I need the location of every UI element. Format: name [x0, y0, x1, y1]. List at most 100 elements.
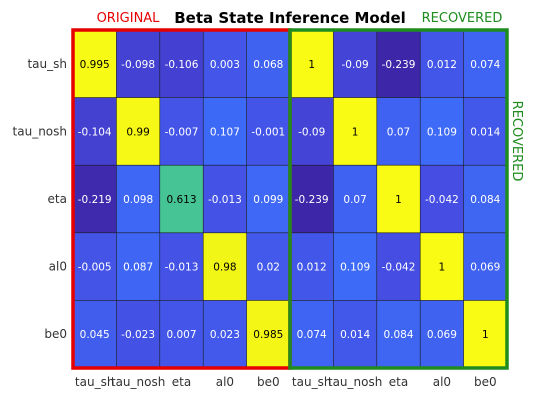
- heatmap-cell: [159, 30, 204, 98]
- heatmap-cell: [463, 165, 507, 233]
- heatmap-cell: [420, 165, 464, 233]
- heatmap-cell: [333, 97, 377, 166]
- heatmap-cell: [203, 30, 247, 98]
- heatmap-cell: [290, 30, 334, 98]
- cell-value-label: 0.07: [387, 126, 410, 138]
- cell-value-label: 1: [482, 329, 489, 341]
- cell-value-label: -0.104: [78, 126, 112, 138]
- cell-value-label: -0.239: [382, 59, 416, 71]
- cell-value-label: 0.02: [257, 262, 280, 274]
- x-tick-label: be0: [257, 375, 280, 389]
- heatmap-cell: [376, 30, 421, 98]
- heatmap-cell: [203, 232, 247, 301]
- heatmap-cell: [376, 232, 421, 301]
- cell-value-label: 0.613: [166, 194, 196, 206]
- cell-value-label: 0.98: [213, 262, 236, 274]
- recovered-side-label: RECOVERED: [509, 101, 524, 182]
- heatmap-cell: [159, 232, 204, 301]
- cell-value-label: -0.042: [425, 194, 459, 206]
- cell-value-label: 0.084: [470, 194, 500, 206]
- x-tick-label: eta: [172, 375, 191, 389]
- heatmap-cell: [159, 165, 204, 233]
- cell-value-label: 0.07: [343, 194, 366, 206]
- heatmap-cell: [290, 300, 334, 368]
- cell-value-label: 0.107: [210, 126, 240, 138]
- heatmap-cell: [203, 97, 247, 166]
- cell-value-label: 1: [439, 262, 446, 274]
- heatmap-cell: [246, 97, 290, 166]
- heatmap-cell: [333, 30, 377, 98]
- x-tick-label: be0: [474, 375, 497, 389]
- y-tick-label: eta: [48, 192, 67, 206]
- cell-value-label: 0.007: [166, 329, 196, 341]
- heatmap-cell: [376, 97, 421, 166]
- heatmap-cell: [420, 300, 464, 368]
- heatmap-cell: [420, 97, 464, 166]
- y-tick-label: tau_nosh: [13, 124, 67, 138]
- cell-value-label: 0.069: [427, 329, 457, 341]
- cell-value-label: -0.042: [382, 262, 416, 274]
- cell-value-label: 0.014: [340, 329, 370, 341]
- cell-value-label: 1: [308, 59, 315, 71]
- x-tick-label: al0: [216, 375, 234, 389]
- cell-value-label: -0.219: [78, 194, 112, 206]
- cell-value-label: 0.012: [427, 59, 457, 71]
- heatmap-cell: [246, 165, 290, 233]
- heatmap-cell: [116, 165, 160, 233]
- cell-value-label: 0.087: [123, 262, 153, 274]
- heatmap-cell: [116, 30, 160, 98]
- y-tick-label: al0: [49, 260, 67, 274]
- cell-value-label: 0.99: [126, 126, 149, 138]
- heatmap-cell: [463, 30, 507, 98]
- original-group-label: ORIGINAL: [97, 11, 161, 26]
- x-tick-label: tau_sh: [75, 375, 115, 389]
- heatmap-cell: [246, 30, 290, 98]
- cell-value-label: 0.014: [470, 126, 500, 138]
- cell-value-label: -0.007: [165, 126, 199, 138]
- cell-value-label: 0.985: [253, 329, 283, 341]
- cell-value-label: -0.005: [78, 262, 112, 274]
- cell-value-label: 0.068: [253, 59, 283, 71]
- heatmap-cell: [333, 300, 377, 368]
- heatmap-cell: [116, 97, 160, 166]
- recovered-box-outline: [288, 28, 509, 370]
- x-tick-label: tau_nosh: [328, 375, 382, 389]
- cell-value-label: -0.013: [208, 194, 242, 206]
- cell-value-label: 0.099: [253, 194, 283, 206]
- heatmap-cell: [73, 300, 117, 368]
- heatmap-cell: [159, 97, 204, 166]
- heatmap-cell: [116, 300, 160, 368]
- recovered-group-label: RECOVERED: [422, 11, 503, 26]
- heatmap-cell: [246, 300, 290, 368]
- heatmap-cell: [333, 232, 377, 301]
- heatmap-cell: [73, 232, 117, 301]
- x-tick-label: tau_nosh: [111, 375, 165, 389]
- cell-value-label: 0.074: [297, 329, 327, 341]
- heatmap-cell: [376, 300, 421, 368]
- heatmap-cell: [159, 300, 204, 368]
- x-tick-label: eta: [389, 375, 408, 389]
- heatmap-cell: [73, 165, 117, 233]
- heatmap-cell: [290, 232, 334, 301]
- heatmap-cell: [73, 97, 117, 166]
- heatmap-cell: [463, 232, 507, 301]
- cell-value-label: -0.239: [295, 194, 329, 206]
- cell-value-label: -0.09: [298, 126, 325, 138]
- cell-value-label: 0.023: [210, 329, 240, 341]
- y-tick-label: tau_sh: [27, 57, 67, 71]
- heatmap-cell: [420, 30, 464, 98]
- heatmap-cell: [420, 232, 464, 301]
- cell-value-label: -0.023: [121, 329, 155, 341]
- heatmap-cell: [290, 97, 334, 166]
- cell-value-label: -0.106: [165, 59, 199, 71]
- heatmap-cell: [463, 300, 507, 368]
- cell-value-label: 0.003: [210, 59, 240, 71]
- cell-value-label: 0.069: [470, 262, 500, 274]
- chart-title: Beta State Inference Model: [174, 9, 406, 27]
- cell-value-label: 1: [352, 126, 359, 138]
- x-tick-label: al0: [433, 375, 451, 389]
- heatmap-cell: [116, 232, 160, 301]
